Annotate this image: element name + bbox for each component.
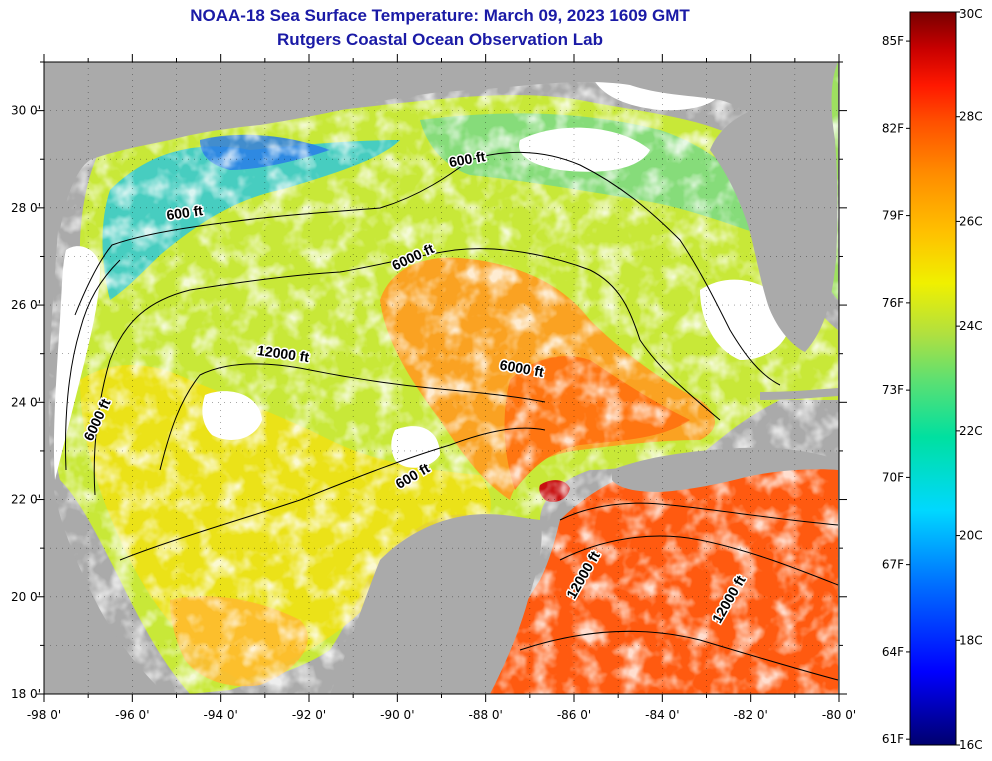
lat-tick-label: 26 0'	[11, 298, 41, 312]
lon-tick-label: -98 0'	[27, 708, 61, 722]
colorbar-fahrenheit-label: 70F	[882, 470, 904, 484]
lat-tick-label: 22 0'	[11, 493, 41, 507]
colorbar-fahrenheit-label: 85F	[882, 34, 904, 48]
map-subtitle: Rutgers Coastal Ocean Observation Lab	[277, 30, 603, 49]
land-cuba	[612, 447, 838, 492]
colorbar-fahrenheit-label: 79F	[882, 209, 904, 223]
lon-tick-label: -82 0'	[733, 708, 767, 722]
lat-tick-label: 30 0'	[11, 104, 41, 118]
contour-12000ft-caribbean-2	[519, 630, 839, 681]
lat-tick-label: 20 0'	[11, 590, 41, 604]
contour-6000ft	[93, 248, 721, 496]
lon-tick-label: -88 0'	[468, 708, 502, 722]
colorbar-fahrenheit-label: 82F	[882, 121, 904, 135]
cloud-mass	[391, 426, 440, 468]
land-mexico-west	[44, 230, 165, 694]
graticule	[44, 62, 839, 694]
colorbar-celsius-label: 16C	[959, 738, 983, 752]
contour-12000ft-caribbean	[559, 535, 839, 586]
lon-tick-label: -90 0'	[380, 708, 414, 722]
land-yucatan	[330, 514, 542, 694]
colorbar-labels: 30C 28C 26C 24C 22C 20C 18C 16C 85F 82F 79F 76F 73F 7…	[882, 7, 983, 752]
colorbar-celsius-label: 22C	[959, 424, 983, 438]
bathymetry-contours	[65, 151, 839, 681]
land-florida-keys	[760, 388, 838, 400]
colorbar-celsius-label: 20C	[959, 529, 983, 543]
colorbar-celsius-label: 18C	[959, 633, 983, 647]
lon-tick-label: -96 0'	[115, 708, 149, 722]
lon-tick-label: -92 0'	[292, 708, 326, 722]
contour-6000ft-caribbean	[559, 502, 839, 526]
colorbar-fahrenheit-label: 67F	[882, 558, 904, 572]
lon-tick-label: -94 0'	[203, 708, 237, 722]
lat-tick-label: 18 0'	[11, 687, 41, 701]
contour-600ft-south	[119, 427, 546, 561]
contour-600ft	[74, 151, 781, 386]
colorbar-celsius-label: 28C	[959, 110, 983, 124]
map-title: NOAA-18 Sea Surface Temperature: March 0…	[190, 6, 690, 25]
lon-tick-label: -80 0'	[822, 708, 856, 722]
colorbar-fahrenheit-label: 76F	[882, 296, 904, 310]
lat-tick-label: 24 0'	[11, 395, 41, 409]
colorbar-celsius-label: 30C	[959, 7, 983, 21]
contour-12000ft	[159, 363, 546, 471]
lon-tick-label: -86 0'	[557, 708, 591, 722]
land-florida	[710, 62, 838, 352]
lon-tick-label: -84 0'	[645, 708, 679, 722]
map-axes: -98 0' -96 0' -94 0' -92 0' -90 0' -88 0' -86 …	[11, 54, 856, 722]
cloud-mass	[202, 391, 262, 440]
colorbar	[909, 11, 957, 746]
colorbar-celsius-label: 26C	[959, 214, 983, 228]
lat-tick-label: 28 0'	[11, 201, 41, 215]
land-us-north	[44, 62, 783, 230]
colorbar-celsius-label: 24C	[959, 319, 983, 333]
contour-label: 600 ft	[165, 202, 204, 223]
colorbar-fahrenheit-label: 73F	[882, 383, 904, 397]
colorbar-fahrenheit-label: 61F	[882, 732, 904, 746]
contour-6000ft-west	[65, 259, 121, 471]
colorbar-fahrenheit-label: 64F	[882, 645, 904, 659]
cloud-mass	[519, 127, 650, 172]
